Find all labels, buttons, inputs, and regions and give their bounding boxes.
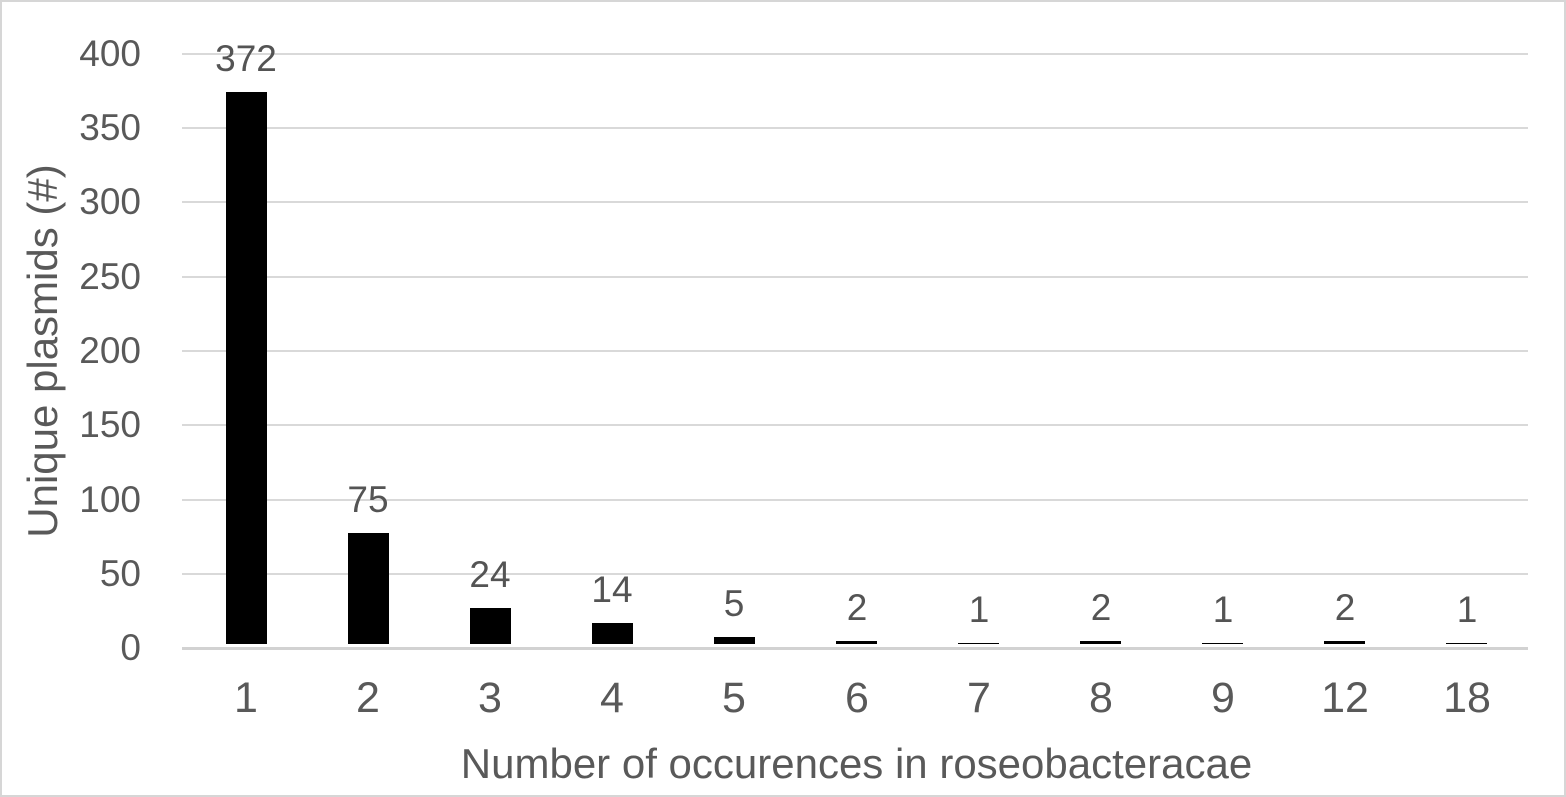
bar <box>1080 641 1121 644</box>
y-tick-label: 100 <box>79 479 141 520</box>
x-tick-label: 18 <box>1443 674 1491 722</box>
bar <box>470 608 511 644</box>
y-tick-label: 300 <box>79 181 141 222</box>
gridline <box>182 573 1528 575</box>
gridline <box>182 424 1528 426</box>
gridline <box>182 276 1528 278</box>
data-label: 2 <box>1090 587 1112 628</box>
gridline <box>182 201 1528 203</box>
x-axis-title: Number of occurences in roseobacteracae <box>460 740 1253 787</box>
data-label: 24 <box>469 554 511 595</box>
x-tick-label: 4 <box>600 674 624 722</box>
y-tick-label: 50 <box>99 553 141 594</box>
x-tick-label: 8 <box>1089 674 1113 722</box>
x-tick-label: 1 <box>234 674 258 722</box>
x-tick-label: 7 <box>967 674 991 722</box>
data-label: 2 <box>846 587 868 628</box>
data-label: 5 <box>723 583 745 624</box>
gridline <box>182 350 1528 352</box>
y-tick-label: 400 <box>79 33 141 74</box>
bar <box>836 641 877 644</box>
gridline <box>182 499 1528 501</box>
bar <box>1446 643 1487 644</box>
data-label: 1 <box>1456 589 1478 630</box>
y-tick-label: 350 <box>79 107 141 148</box>
bar <box>958 643 999 644</box>
data-label: 2 <box>1334 587 1356 628</box>
gridline <box>182 127 1528 129</box>
y-tick-label: 150 <box>79 404 141 445</box>
bar <box>1202 643 1243 644</box>
y-axis-title: Unique plasmids (#) <box>19 164 66 538</box>
x-tick-label: 2 <box>356 674 380 722</box>
bar <box>714 637 755 644</box>
x-tick-label: 9 <box>1211 674 1235 722</box>
y-tick-label: 250 <box>79 256 141 297</box>
data-label: 14 <box>591 569 633 610</box>
x-tick-label: 5 <box>722 674 746 722</box>
y-tick-label: 200 <box>79 330 141 371</box>
bar <box>348 533 389 644</box>
data-label: 1 <box>1212 589 1234 630</box>
bar <box>592 623 633 644</box>
x-axis-line <box>182 647 1528 650</box>
x-tick-label: 12 <box>1321 674 1369 722</box>
gridline <box>182 53 1528 55</box>
bar <box>226 92 267 644</box>
data-label: 372 <box>215 38 277 79</box>
data-label: 75 <box>347 479 389 520</box>
bar <box>1324 641 1365 644</box>
data-label: 1 <box>968 589 990 630</box>
x-tick-label: 6 <box>845 674 869 722</box>
x-tick-label: 3 <box>478 674 502 722</box>
y-tick-label: 0 <box>120 627 141 668</box>
